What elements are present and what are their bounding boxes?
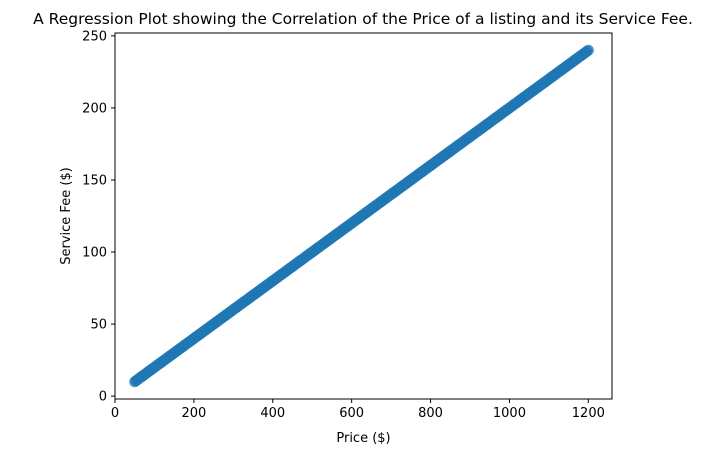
x-tick-label: 800: [418, 406, 443, 421]
y-tick-label: 250: [82, 29, 107, 44]
y-axis: 0 50 100 150 200 250: [82, 29, 115, 405]
x-tick-label: 1200: [572, 406, 605, 421]
y-tick-label: 0: [99, 390, 107, 405]
chart-title: A Regression Plot showing the Correlatio…: [33, 10, 693, 28]
plot-area: [129, 44, 594, 388]
x-tick-label: 0: [111, 406, 119, 421]
y-tick-label: 50: [90, 318, 107, 333]
x-tick-label: 600: [339, 406, 364, 421]
x-tick-label: 1000: [493, 406, 526, 421]
plot-frame: [114, 32, 613, 400]
x-axis-label: Price ($): [336, 431, 390, 446]
y-tick-label: 200: [82, 101, 107, 116]
x-tick-label: 400: [260, 406, 285, 421]
y-tick-label: 100: [82, 246, 107, 261]
x-axis: 0 200 400 600 800 1000 1200: [111, 399, 605, 421]
x-tick-label: 200: [181, 406, 206, 421]
y-tick-label: 150: [82, 173, 107, 188]
scatter-point: [582, 44, 594, 56]
y-axis-label: Service Fee ($): [59, 167, 74, 265]
